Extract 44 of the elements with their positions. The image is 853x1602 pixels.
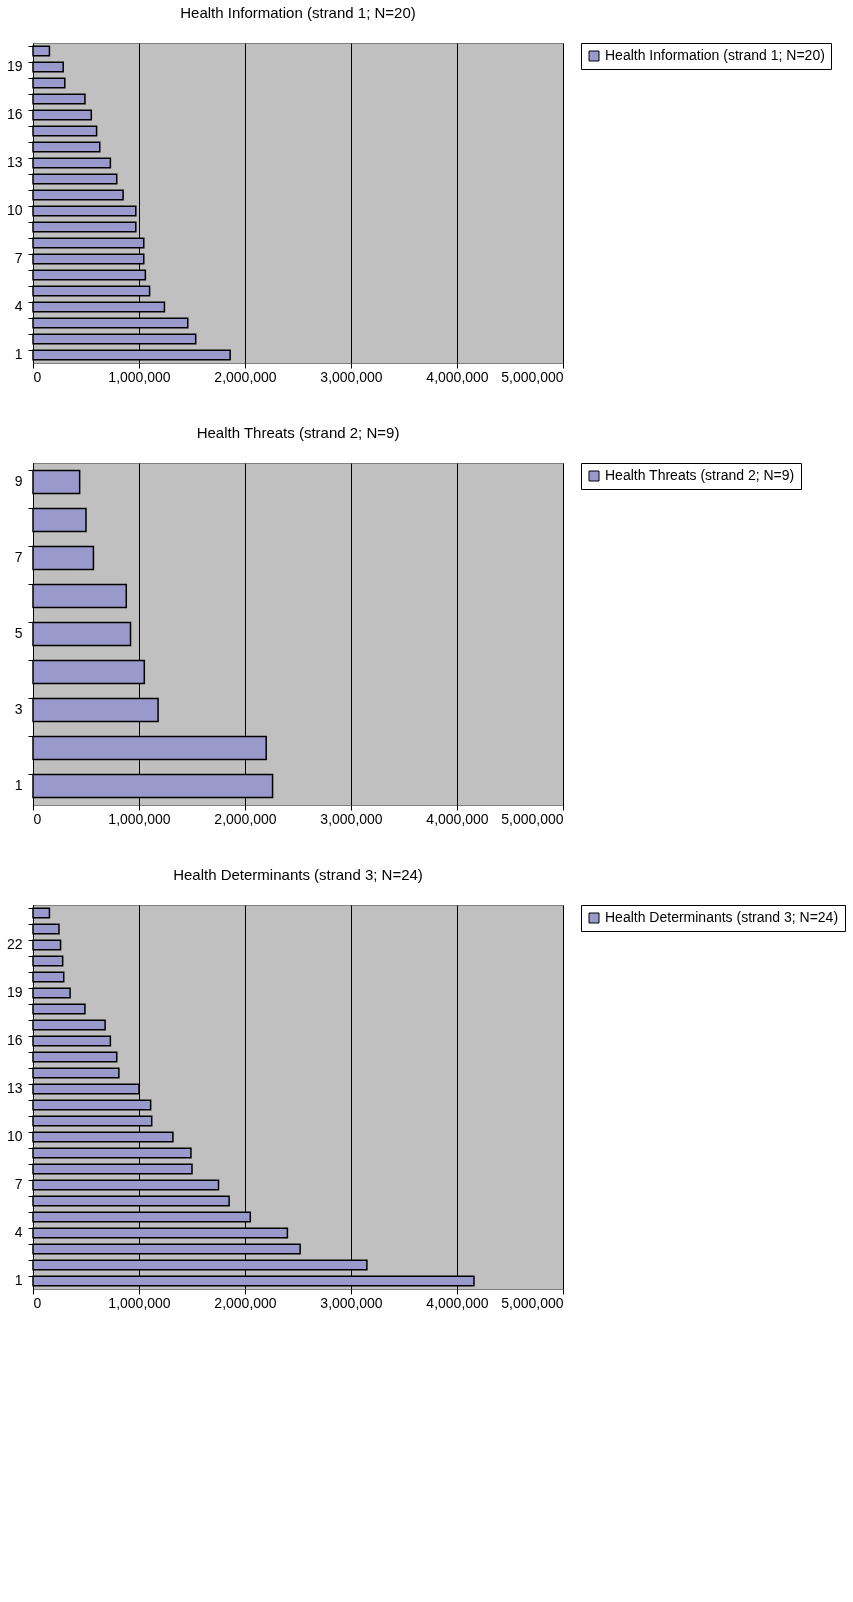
x-tick-label: 2,000,000 xyxy=(214,810,277,827)
x-tick-label: 3,000,000 xyxy=(320,368,383,385)
legend-label: Health Information (strand 1; N=20) xyxy=(605,47,825,63)
x-tick-label: 4,000,000 xyxy=(426,810,489,827)
x-tick-label: 2,000,000 xyxy=(214,368,277,385)
y-tick-label: 16 xyxy=(6,106,23,122)
y-tick-label: 10 xyxy=(6,202,23,218)
y-tick-label: 9 xyxy=(14,473,23,489)
x-tick-label: 2,000,000 xyxy=(214,1294,277,1311)
y-tick-label: 3 xyxy=(14,701,23,717)
y-tick-label: 16 xyxy=(6,1032,23,1048)
y-tick-label: 7 xyxy=(14,549,23,565)
x-tick-label: 1,000,000 xyxy=(108,368,171,385)
x-tick-label: 4,000,000 xyxy=(426,1294,489,1311)
y-tick-label: 4 xyxy=(14,298,23,314)
x-tick-label: 1,000,000 xyxy=(108,810,171,827)
x-tick-label: 4,000,000 xyxy=(426,368,489,385)
y-tick-label: 10 xyxy=(6,1128,23,1144)
chart-title: Health Determinants (strand 3; N=24) xyxy=(173,865,423,883)
x-tick-label: 5,000,000 xyxy=(501,1294,564,1311)
y-tick-label: 19 xyxy=(6,984,23,1000)
x-tick-label: 5,000,000 xyxy=(501,810,564,827)
y-tick-label: 5 xyxy=(14,625,23,641)
y-tick-label: 22 xyxy=(6,936,23,952)
y-tick-label: 13 xyxy=(6,154,23,170)
y-tick-label: 1 xyxy=(14,777,23,793)
x-tick-label: 1,000,000 xyxy=(108,1294,171,1311)
y-tick-label: 1 xyxy=(14,346,23,362)
y-tick-label: 13 xyxy=(6,1080,23,1096)
x-tick-label: 0 xyxy=(33,368,42,385)
y-tick-label: 1 xyxy=(14,1272,23,1288)
legend-label: Health Determinants (strand 3; N=24) xyxy=(605,909,839,925)
y-tick-label: 7 xyxy=(14,1176,23,1192)
y-tick-label: 4 xyxy=(14,1224,23,1240)
x-tick-label: 0 xyxy=(33,810,42,827)
x-tick-label: 5,000,000 xyxy=(501,368,564,385)
x-tick-label: 3,000,000 xyxy=(320,1294,383,1311)
y-tick-label: 7 xyxy=(14,250,23,266)
x-tick-label: 0 xyxy=(33,1294,42,1311)
x-tick-label: 3,000,000 xyxy=(320,810,383,827)
chart-title: Health Information (strand 1; N=20) xyxy=(180,3,416,21)
y-tick-label: 19 xyxy=(6,58,23,74)
legend-label: Health Threats (strand 2; N=9) xyxy=(605,467,795,483)
chart-title: Health Threats (strand 2; N=9) xyxy=(196,423,400,441)
